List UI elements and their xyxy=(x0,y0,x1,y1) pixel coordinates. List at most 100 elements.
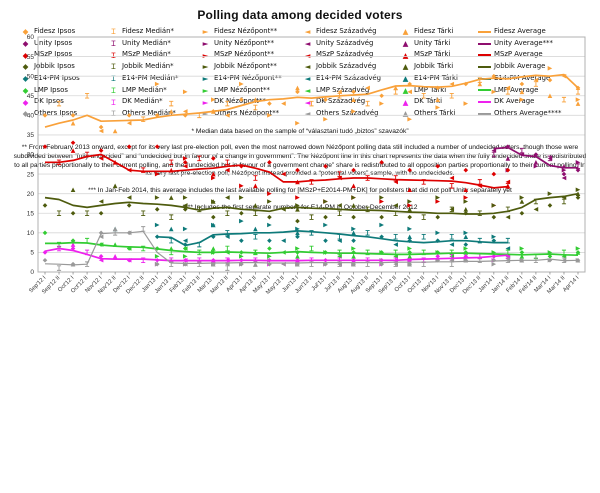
legend-item: DK Average xyxy=(478,96,580,108)
legend-label: Others Nézőpont** xyxy=(214,108,280,117)
legend-item: ► LMP Nézőpont** xyxy=(200,85,302,97)
legend-item: ◆ LMP Ipsos xyxy=(20,85,108,97)
svg-text:55: 55 xyxy=(27,54,35,61)
legend-marker-icon: Ɪ xyxy=(111,62,116,72)
legend-marker-icon xyxy=(478,54,491,57)
legend-item: ◆ Others Ipsos xyxy=(20,108,108,120)
legend-marker-icon: ◆ xyxy=(22,39,29,49)
legend-item: ▲ Others Tárki xyxy=(400,108,478,120)
footnote-1: * Median data based on the sample of “vá… xyxy=(191,127,409,135)
legend-marker-icon: ▲ xyxy=(402,27,409,37)
legend-item: ▲ Jobbik Tárki xyxy=(400,61,478,73)
legend-marker-icon: ◄ xyxy=(304,27,311,37)
legend-item: ◄ Fidesz Századvég xyxy=(302,26,400,38)
legend-item: ► Jobbik Nézőpont** xyxy=(200,61,302,73)
avg-line-E14-PM xyxy=(157,230,508,247)
scatter-MSzP-Nézőpont xyxy=(154,156,497,208)
legend-marker-icon: ◆ xyxy=(22,27,29,37)
legend-item: ▲ LMP Tárki xyxy=(400,85,478,97)
legend-label: Others Tárki xyxy=(414,108,456,117)
avg-line-DK xyxy=(44,247,508,262)
legend-label: MSzP Ipsos xyxy=(34,50,73,59)
legend-marker-icon xyxy=(478,65,491,68)
legend-item: ◄ Jobbik Századvég xyxy=(302,61,400,73)
legend-marker-icon: Ɪ xyxy=(111,27,116,37)
gridlines xyxy=(38,36,585,273)
legend-marker-icon: ◄ xyxy=(304,62,311,72)
scatter-Fidesz-Századvég xyxy=(98,73,567,134)
legend-label: Jobbik Nézőpont** xyxy=(214,62,277,71)
legend-label: LMP Ipsos xyxy=(34,85,68,94)
legend-marker-icon: ▲ xyxy=(402,74,409,84)
legend-label: Fidesz Ipsos xyxy=(34,27,76,35)
legend-item: ► Unity Nézőpont** xyxy=(200,38,302,50)
legend-label: MSzP Nézőpont** xyxy=(214,50,275,59)
legend-marker-icon: Ɪ xyxy=(111,50,116,60)
legend-marker-icon xyxy=(478,30,491,33)
scatter-E14-PM-Századvég xyxy=(182,234,511,251)
avg-line-Others xyxy=(44,230,579,266)
scatter-E14-PM-Nézőpont xyxy=(154,218,497,240)
legend-marker-icon: Ɪ xyxy=(111,74,116,84)
legend-label: Unity Tárki xyxy=(414,38,451,47)
legend-label: Jobbik Ipsos xyxy=(34,62,75,71)
scatter-MSzP-Ipsos xyxy=(42,140,511,177)
legend-label: MSzP Average xyxy=(494,50,543,59)
legend-label: E14-PM Ipsos xyxy=(34,73,80,82)
legend-label: LMP Tárki xyxy=(414,85,447,94)
legend-label: DK Tárki xyxy=(414,97,443,106)
legend-marker-icon: ▲ xyxy=(402,109,409,119)
legend-label: Fidesz Századvég xyxy=(316,27,377,35)
legend-item: ◄ E14-PM Századvég xyxy=(302,73,400,85)
legend-label: Unity Századvég xyxy=(316,38,374,47)
legend-marker-icon: ◆ xyxy=(22,85,29,95)
scatter-Fidesz-Tárki xyxy=(70,81,581,134)
legend-marker-icon: ▲ xyxy=(402,39,409,49)
legend-item: ◆ DK Ipsos xyxy=(20,96,108,108)
legend-label: Others Medián* xyxy=(122,108,176,117)
legend-label: Jobbik Tárki xyxy=(414,62,454,71)
legend-item: ► Others Nézőpont** xyxy=(200,108,302,120)
legend-marker-icon xyxy=(478,89,491,92)
legend-label: DK Nézőpont** xyxy=(214,97,266,106)
legend-marker-icon: ► xyxy=(202,97,209,107)
legend-marker-icon: ◄ xyxy=(304,50,311,60)
legend-label: Fidesz Tárki xyxy=(414,27,454,35)
legend-label: LMP Average xyxy=(494,85,539,94)
legend-label: Others Századvég xyxy=(316,108,379,117)
legend-marker-icon: Ɪ xyxy=(111,39,116,49)
legend-marker-icon xyxy=(478,101,491,104)
legend-item: ► DK Nézőpont** xyxy=(200,96,302,108)
chart-legend: ◆ Fidesz Ipsos Ɪ Fidesz Medián* ► Fidesz Néző… xyxy=(20,26,580,120)
svg-text:0: 0 xyxy=(30,269,34,276)
legend-marker-icon: ◆ xyxy=(22,50,29,60)
svg-text:30: 30 xyxy=(27,152,35,159)
legend-label: Others Average**** xyxy=(494,108,562,117)
svg-text:10: 10 xyxy=(27,230,35,237)
legend-marker-icon: ◆ xyxy=(22,97,29,107)
legend-item: ► MSzP Nézőpont** xyxy=(200,49,302,61)
legend-marker-icon: Ɪ xyxy=(111,109,116,119)
legend-item: Ɪ Fidesz Medián* xyxy=(108,26,200,38)
legend-item: ◆ MSzP Ipsos xyxy=(20,49,108,61)
legend-item: ◄ Unity Századvég xyxy=(302,38,400,50)
svg-text:Apr'14 I: Apr'14 I xyxy=(562,275,581,294)
chart-area: 0 5 10 15 20 25 30 35 40 45 50 55 60 Sep'12 I Sep'12 I… xyxy=(0,24,600,317)
svg-text:15: 15 xyxy=(27,210,35,217)
legend-item: Ɪ E14-PM Medián* xyxy=(108,73,200,85)
legend-label: MSzP Tárki xyxy=(414,50,451,59)
chart-title: Polling data among decided voters xyxy=(197,8,403,22)
legend-label: LMP Medián* xyxy=(122,85,167,94)
legend-label: Fidesz Medián* xyxy=(122,27,174,35)
legend-marker-icon: ► xyxy=(202,85,209,95)
avg-line-Unity xyxy=(493,146,578,169)
legend-label: E14-PM Average xyxy=(494,73,551,82)
legend-item: ◆ Fidesz Ipsos xyxy=(20,26,108,38)
legend-item: ▲ Fidesz Tárki xyxy=(400,26,478,38)
svg-text:25: 25 xyxy=(27,171,35,178)
legend-label: Unity Average*** xyxy=(494,38,553,47)
legend-label: DK Average xyxy=(494,97,535,106)
legend-marker-icon: ► xyxy=(202,74,209,84)
legend-item: Ɪ Others Medián* xyxy=(108,108,200,120)
